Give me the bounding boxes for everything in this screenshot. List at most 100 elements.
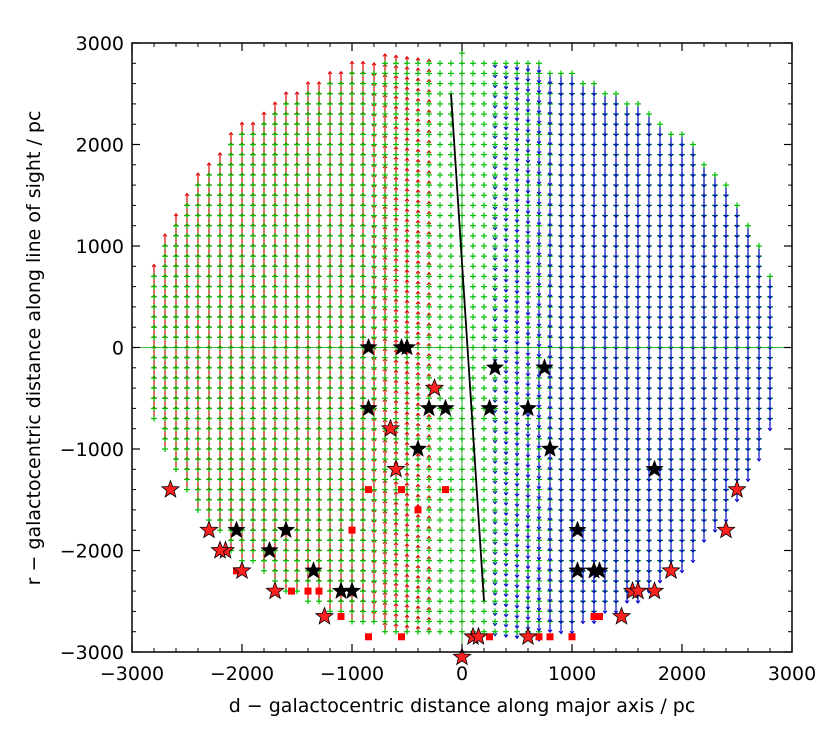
field-arrow-head [415, 625, 421, 630]
field-arrow-head [415, 280, 421, 285]
field-arrow-head [426, 251, 432, 255]
field-arrow-head [404, 553, 410, 557]
field-arrow-head [426, 626, 432, 631]
field-arrow-head [415, 128, 421, 132]
field-arrow-head [415, 595, 421, 599]
field-arrow-head [404, 55, 410, 60]
field-arrow-head [272, 101, 278, 105]
field-arrow-head [404, 543, 410, 547]
field-arrow-head [426, 271, 432, 276]
field-arrow-head [426, 535, 432, 540]
field-arrow-head [404, 583, 410, 588]
field-arrow-head [426, 413, 432, 418]
field-arrow-head [415, 209, 421, 214]
field-arrow-head [426, 109, 432, 113]
field-arrow-head [426, 159, 432, 164]
field-arrow-head [404, 177, 410, 182]
field-arrow-head [404, 360, 410, 364]
field-arrow-head [415, 574, 421, 579]
field-arrow-head [415, 77, 421, 82]
field-arrow-head [426, 129, 432, 134]
field-arrow-head [415, 584, 421, 589]
field-arrow-head [426, 434, 432, 438]
field-arrow-head [404, 96, 410, 101]
field-arrow-head [415, 148, 421, 153]
field-arrow-head [415, 412, 421, 417]
field-arrow-head [404, 512, 410, 517]
field-arrow-head [415, 178, 421, 183]
field-arrow-head [404, 197, 410, 202]
field-arrow-head [415, 453, 421, 457]
field-arrow-head [404, 329, 410, 334]
field-arrow-head [415, 361, 421, 366]
field-arrow-head [426, 261, 432, 266]
field-arrow-head [426, 119, 432, 124]
field-arrow-head [426, 200, 432, 205]
field-arrow-head [426, 241, 432, 245]
field-arrow-head [415, 260, 421, 264]
field-arrow-head [415, 534, 421, 538]
field-arrow-head [415, 138, 421, 142]
field-arrow-head [426, 149, 432, 154]
field-arrow-head [415, 554, 421, 559]
field-arrow-head [404, 147, 410, 151]
field-arrow-head [404, 431, 410, 435]
field-arrow-head [415, 310, 421, 315]
field-arrow-head [349, 60, 355, 65]
field-arrow-head [404, 370, 410, 375]
field-arrow-head [426, 606, 432, 611]
field-arrow-head [426, 515, 432, 519]
field-arrow-head [426, 302, 432, 306]
field-arrow-head [404, 248, 410, 253]
field-arrow-head [404, 86, 410, 90]
field-arrow-head [162, 233, 168, 237]
field-arrow-head [404, 289, 410, 293]
field-arrow-head [415, 463, 421, 467]
field-arrow-head [316, 80, 322, 85]
field-arrow-head [404, 390, 410, 395]
field-arrow-head [404, 461, 410, 466]
field-arrow-head [415, 392, 421, 396]
field-arrow-head [426, 362, 432, 367]
field-arrow-head [404, 208, 410, 212]
field-arrow-head [426, 545, 432, 550]
field-arrow-head [415, 219, 421, 224]
field-arrow-head [250, 121, 256, 126]
field-arrow-head [404, 167, 410, 172]
field-arrow-head [426, 332, 432, 337]
field-arrow-head [338, 70, 344, 75]
field-arrow-head [426, 373, 432, 377]
field-arrow-head [415, 290, 421, 295]
field-arrow-head [404, 137, 410, 141]
field-arrow-head [415, 513, 421, 518]
field-arrow-head [404, 522, 410, 527]
field-arrow-head [415, 381, 421, 386]
field-arrow-head [426, 342, 432, 347]
field-arrow-head [415, 158, 421, 163]
field-arrow-head [404, 471, 410, 476]
field-arrow-head [382, 53, 388, 57]
field-arrow-head [426, 474, 432, 479]
field-arrow-head [404, 482, 410, 486]
field-arrow-head [415, 503, 421, 508]
field-arrow-head [404, 228, 410, 232]
field-arrow-head [415, 87, 421, 92]
field-arrow-head [426, 596, 432, 601]
field-arrow-head [426, 291, 432, 296]
field-arrow-head [360, 60, 366, 65]
field-arrow-head [415, 321, 421, 325]
field-arrow-head [426, 565, 432, 570]
field-arrow-head [415, 605, 421, 609]
field-arrow-head [426, 505, 432, 509]
field-arrow-head [415, 199, 421, 203]
field-arrow-head [173, 212, 179, 217]
field-arrow-head [415, 250, 421, 254]
field-arrow-head [426, 78, 432, 83]
field-arrow-head [305, 80, 311, 85]
field-arrow-head [415, 483, 421, 488]
field-arrow-head [228, 131, 234, 136]
field-arrow-head [404, 65, 410, 70]
field-arrow-head [426, 210, 432, 215]
field-arrow-head [261, 111, 267, 116]
